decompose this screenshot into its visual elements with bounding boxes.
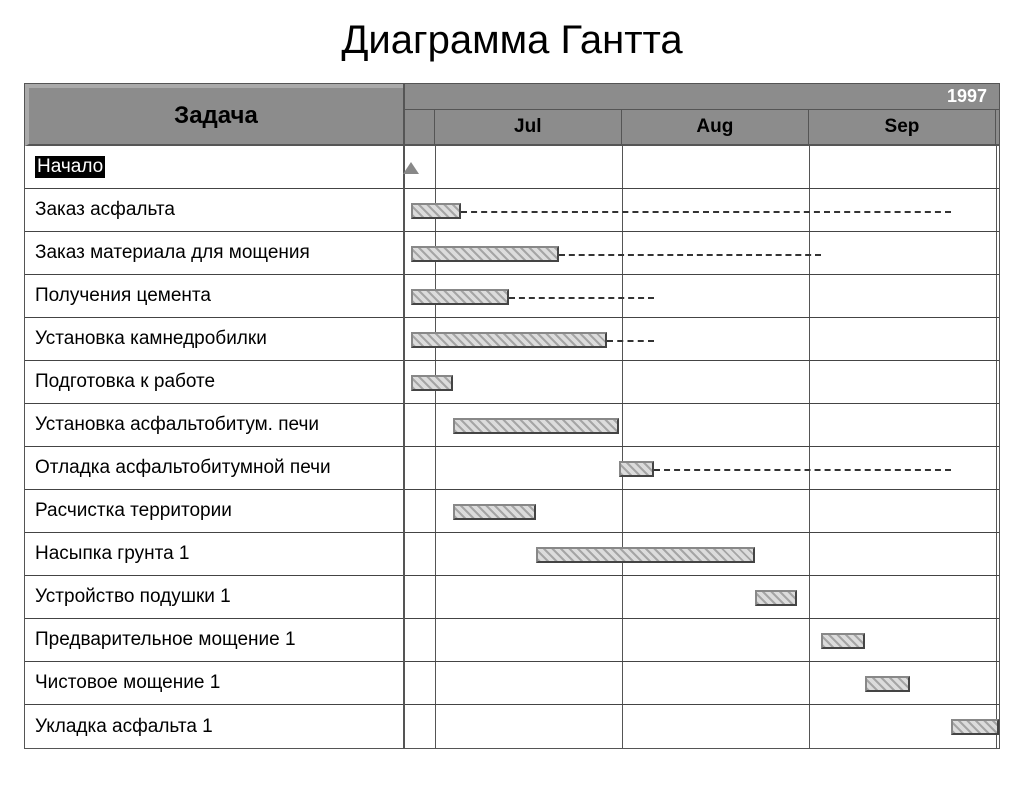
- task-label: Начало: [35, 156, 105, 178]
- timeline-month-label: Aug: [696, 116, 733, 138]
- table-row: Предварительное мощение 1: [25, 619, 403, 662]
- table-row: Насыпка грунта 1: [25, 533, 403, 576]
- table-row: Укладка асфальта 1: [25, 705, 403, 748]
- chart-body: [405, 146, 999, 748]
- table-row: Подготовка к работе: [25, 361, 403, 404]
- chart-row: [405, 361, 999, 404]
- milestone-icon: [403, 162, 419, 174]
- timeline-year-row: 1997: [405, 84, 999, 110]
- chart-row: [405, 619, 999, 662]
- timeline-month-label: Sep: [885, 116, 920, 138]
- dependency-line: [654, 469, 951, 471]
- task-label: Предварительное мощение 1: [35, 629, 296, 651]
- timeline-month-cell: Jul: [435, 110, 622, 144]
- table-row: Начало: [25, 146, 403, 189]
- chart-row: [405, 275, 999, 318]
- timeline-month-cell: Sep: [809, 110, 996, 144]
- timeline-tail-cell: [996, 110, 999, 144]
- task-label: Чистовое мощение 1: [35, 672, 220, 694]
- gantt-bar: [951, 719, 999, 735]
- gantt-bar: [619, 461, 655, 477]
- task-column-header-label: Задача: [174, 102, 258, 130]
- task-label: Укладка асфальта 1: [35, 716, 213, 738]
- chart-row: [405, 404, 999, 447]
- table-row: Получения цемента: [25, 275, 403, 318]
- task-column: Задача Начало Заказ асфальта Заказ материа…: [25, 84, 405, 748]
- table-row: Отладка асфальтобитумной печи: [25, 447, 403, 490]
- chart-column: 1997 Jul Aug Sep: [405, 84, 999, 748]
- task-label: Установка асфальтобитум. печи: [35, 414, 319, 436]
- timeline-month-label: Jul: [514, 116, 541, 138]
- gantt-bar: [411, 332, 607, 348]
- gantt-bar: [865, 676, 910, 692]
- timeline-lead-cell: [405, 110, 435, 144]
- task-label: Отладка асфальтобитумной печи: [35, 457, 331, 479]
- task-label: Расчистка территории: [35, 500, 232, 522]
- table-row: Расчистка территории: [25, 490, 403, 533]
- task-column-header: Задача: [25, 84, 403, 146]
- table-row: Устройство подушки 1: [25, 576, 403, 619]
- task-label: Получения цемента: [35, 285, 211, 307]
- gantt-bar: [821, 633, 866, 649]
- chart-row: [405, 533, 999, 576]
- chart-row: [405, 662, 999, 705]
- dependency-line: [461, 211, 951, 213]
- chart-row: [405, 189, 999, 232]
- task-label: Устройство подушки 1: [35, 586, 231, 608]
- gantt-bar: [755, 590, 797, 606]
- gantt-bar: [411, 375, 453, 391]
- gantt-bar: [536, 547, 756, 563]
- chart-row: [405, 146, 999, 189]
- table-row: Заказ асфальта: [25, 189, 403, 232]
- dependency-line: [559, 254, 820, 256]
- table-row: Чистовое мощение 1: [25, 662, 403, 705]
- page-title: Диаграмма Гантта: [0, 18, 1024, 63]
- dependency-line: [607, 340, 655, 342]
- timeline-month-row: Jul Aug Sep: [405, 110, 999, 146]
- chart-row: [405, 576, 999, 619]
- gantt-container: Задача Начало Заказ асфальта Заказ материа…: [24, 83, 1000, 749]
- gantt-bar: [411, 203, 461, 219]
- gantt-bar: [411, 246, 560, 262]
- task-label: Заказ асфальта: [35, 199, 175, 221]
- timeline-month-cell: Aug: [622, 110, 809, 144]
- task-label: Подготовка к работе: [35, 371, 215, 393]
- table-row: Установка камнедробилки: [25, 318, 403, 361]
- chart-row: [405, 232, 999, 275]
- task-label: Заказ материала для мощения: [35, 242, 310, 264]
- table-row: Установка асфальтобитум. печи: [25, 404, 403, 447]
- chart-row: [405, 490, 999, 533]
- chart-row: [405, 447, 999, 490]
- gantt-bar: [411, 289, 509, 305]
- timeline-year-label: 1997: [947, 86, 987, 107]
- dependency-line: [509, 297, 655, 299]
- task-label: Установка камнедробилки: [35, 328, 267, 350]
- chart-row: [405, 318, 999, 361]
- table-row: Заказ материала для мощения: [25, 232, 403, 275]
- chart-row: [405, 705, 999, 748]
- gantt-bar: [453, 418, 619, 434]
- gantt-bar: [453, 504, 536, 520]
- task-label: Насыпка грунта 1: [35, 543, 190, 565]
